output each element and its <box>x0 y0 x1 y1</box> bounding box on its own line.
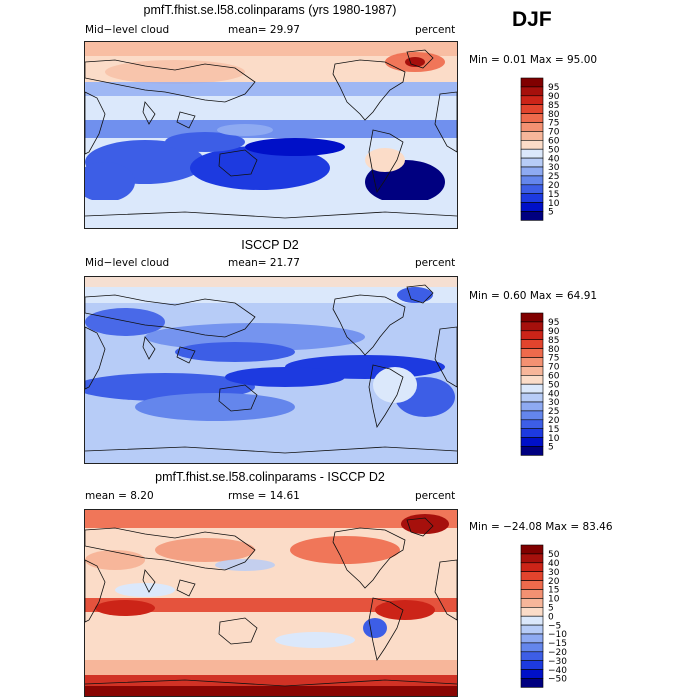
field-blob <box>135 393 295 421</box>
field-blob <box>217 124 273 136</box>
panel3-rmse-label: rmse = 14.61 <box>228 490 300 502</box>
colorbar-box <box>521 393 543 402</box>
panel3-units-label: percent <box>415 490 455 502</box>
colorbar-box <box>521 185 543 194</box>
field-blob <box>95 600 155 616</box>
panel2-colorbar: 95 90 85 80 75 70 60 50 40 30 25 20 15 10 5 <box>521 313 601 463</box>
colorbar-box <box>521 96 543 105</box>
field-band <box>85 510 457 528</box>
colorbar-box <box>521 411 543 420</box>
panel1-units-label: percent <box>415 24 455 36</box>
season-label: DJF <box>512 8 552 32</box>
panel2-minmax: Min = 0.60 Max = 64.91 <box>469 290 597 302</box>
panel1-map <box>84 41 458 229</box>
colorbar-box <box>521 212 543 221</box>
field-blob <box>105 60 245 84</box>
panel2-variable-label: Mid−level cloud <box>85 257 169 269</box>
colorbar-box <box>521 438 543 447</box>
colorbar-box <box>521 349 543 358</box>
panel1-minmax: Min = 0.01 Max = 95.00 <box>469 54 597 66</box>
colorbar-box <box>521 429 543 438</box>
colorbar-box <box>521 625 543 634</box>
field-blob <box>375 600 435 620</box>
colorbar-box <box>521 87 543 96</box>
colorbar-box <box>521 598 543 607</box>
colorbar-box <box>521 402 543 411</box>
colorbar-tick-label: 5 <box>548 443 554 453</box>
panel1-map-svg <box>85 42 457 228</box>
panel2-title: ISCCP D2 <box>84 238 456 252</box>
colorbar-box <box>521 78 543 87</box>
colorbar-tick-label: 5 <box>548 208 554 218</box>
colorbar-box <box>521 123 543 132</box>
panel2-mean-label: mean= 21.77 <box>228 257 300 269</box>
colorbar-box <box>521 322 543 331</box>
panel3-minmax: Min = −24.08 Max = 83.46 <box>469 521 613 533</box>
panel3-title: pmfT.fhist.se.l58.colinparams - ISCCP D2 <box>84 470 456 484</box>
panel3-map <box>84 509 458 697</box>
colorbar-box <box>521 158 543 167</box>
colorbar-box <box>521 366 543 375</box>
colorbar-box <box>521 679 543 688</box>
colorbar-tick-label: −50 <box>548 675 567 685</box>
colorbar-box <box>521 634 543 643</box>
panel3-mean-label: mean = 8.20 <box>85 490 154 502</box>
panel2-map <box>84 276 458 464</box>
colorbar-box <box>521 670 543 679</box>
panel1-title: pmfT.fhist.se.l58.colinparams (yrs 1980-… <box>84 3 456 17</box>
colorbar-box <box>521 581 543 590</box>
colorbar-box <box>521 420 543 429</box>
panel3-colorbar: 50 40 30 20 15 10 5 0 −5 −10 −15 −20 −30 −40 −50 <box>521 545 601 695</box>
colorbar-box <box>521 384 543 393</box>
colorbar-box <box>521 140 543 149</box>
field-band <box>85 427 457 463</box>
field-blob <box>365 148 405 172</box>
colorbar-box <box>521 607 543 616</box>
colorbar-box <box>521 131 543 140</box>
panel3-map-svg <box>85 510 457 696</box>
colorbar-box <box>521 661 543 670</box>
colorbar-box <box>521 554 543 563</box>
colorbar-box <box>521 563 543 572</box>
field-blob <box>155 538 255 562</box>
colorbar-box <box>521 375 543 384</box>
colorbar-box <box>521 616 543 625</box>
colorbar-box <box>521 313 543 322</box>
colorbar-box <box>521 358 543 367</box>
colorbar-box <box>521 203 543 212</box>
field-blob <box>363 618 387 638</box>
colorbar-box <box>521 105 543 114</box>
panel1-mean-label: mean= 29.97 <box>228 24 300 36</box>
field-blob <box>215 559 275 571</box>
field-blob <box>85 550 145 570</box>
field-blob <box>245 138 345 156</box>
colorbar-box <box>521 643 543 652</box>
colorbar-box <box>521 447 543 456</box>
colorbar-box <box>521 652 543 661</box>
field-band <box>85 686 457 696</box>
colorbar-box <box>521 572 543 581</box>
field-blob <box>290 536 400 564</box>
panel1-colorbar: 95 90 85 80 75 70 60 50 40 30 25 20 15 10 5 <box>521 78 601 228</box>
colorbar-box <box>521 340 543 349</box>
field-blob <box>175 342 295 362</box>
field-band <box>85 277 457 287</box>
panel1-variable-label: Mid−level cloud <box>85 24 169 36</box>
field-blob <box>225 367 345 387</box>
colorbar-box <box>521 167 543 176</box>
field-blob <box>115 583 175 597</box>
field-blob <box>275 632 355 648</box>
colorbar-box <box>521 545 543 554</box>
colorbar-box <box>521 194 543 203</box>
colorbar-box <box>521 176 543 185</box>
colorbar-box <box>521 331 543 340</box>
panel2-colorbar-svg: 95908580757060504030252015105 <box>521 313 601 463</box>
panel2-map-svg <box>85 277 457 463</box>
colorbar-box <box>521 590 543 599</box>
panel2-units-label: percent <box>415 257 455 269</box>
colorbar-box <box>521 149 543 158</box>
colorbar-box <box>521 114 543 123</box>
